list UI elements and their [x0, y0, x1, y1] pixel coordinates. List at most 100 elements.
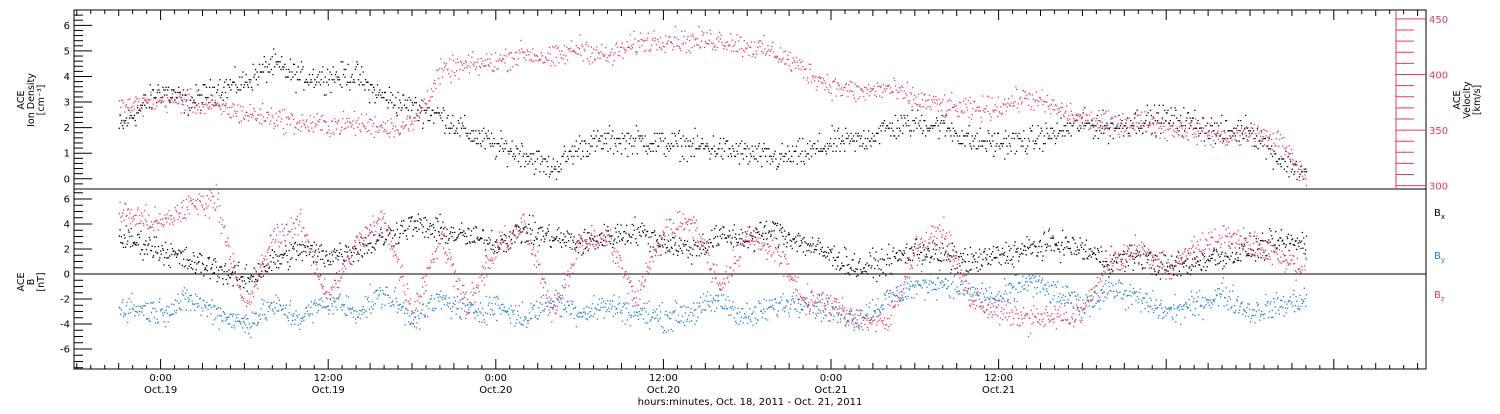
- velocity-point: [172, 93, 173, 94]
- density-point: [649, 143, 650, 144]
- field-point-y: [207, 316, 208, 317]
- velocity-point: [1153, 124, 1154, 125]
- density-point: [946, 115, 947, 116]
- field-point-x: [543, 236, 544, 237]
- velocity-point: [588, 46, 589, 47]
- field-point-y: [154, 308, 155, 309]
- density-point: [885, 128, 886, 129]
- field-point-x: [238, 262, 239, 263]
- density-point: [1235, 135, 1236, 136]
- field-point-y: [126, 305, 127, 306]
- density-point: [908, 120, 909, 121]
- density-point: [419, 105, 420, 106]
- field-point-x: [1017, 251, 1018, 252]
- field-point-x: [291, 257, 292, 258]
- density-point: [368, 89, 369, 90]
- field-point-x: [714, 228, 715, 229]
- field-point-x: [417, 220, 418, 221]
- field-point-x: [619, 240, 620, 241]
- field-point-x: [812, 237, 813, 238]
- velocity-point: [987, 95, 988, 96]
- velocity-point: [418, 116, 419, 117]
- velocity-point: [646, 40, 647, 41]
- density-point: [245, 82, 246, 83]
- velocity-point: [200, 113, 201, 114]
- density-point: [600, 135, 601, 136]
- field-point-x: [495, 241, 496, 242]
- velocity-point: [548, 60, 549, 61]
- velocity-point: [1048, 108, 1049, 109]
- velocity-point: [403, 128, 404, 129]
- field-point-x: [408, 217, 409, 218]
- density-point: [1166, 112, 1167, 113]
- density-point: [1212, 125, 1213, 126]
- velocity-point: [1222, 142, 1223, 143]
- velocity-point: [949, 109, 950, 110]
- field-point-x: [293, 248, 294, 249]
- velocity-point: [763, 52, 764, 53]
- velocity-point: [1293, 165, 1294, 166]
- velocity-point: [697, 38, 698, 39]
- velocity-point: [293, 119, 294, 120]
- density-point: [1305, 169, 1306, 170]
- density-point: [446, 128, 447, 129]
- velocity-point: [375, 116, 376, 117]
- field-point-x: [189, 266, 190, 267]
- field-point-x: [1250, 248, 1251, 249]
- field-point-x: [1064, 247, 1065, 248]
- field-point-x: [284, 253, 285, 254]
- field-point-x: [791, 241, 792, 242]
- velocity-point: [1212, 147, 1213, 148]
- field-point-x: [151, 250, 152, 251]
- density-point: [633, 138, 634, 139]
- density-point: [520, 166, 521, 167]
- field-point-x: [409, 217, 410, 218]
- density-point: [749, 161, 750, 162]
- field-point-x: [587, 232, 588, 233]
- field-point-x: [855, 268, 856, 269]
- density-point: [1216, 123, 1217, 124]
- field-point-x: [1024, 246, 1025, 247]
- density-point: [671, 143, 672, 144]
- field-point-x: [126, 244, 127, 245]
- density-point: [1235, 128, 1236, 129]
- velocity-point: [1262, 138, 1263, 139]
- field-point-x: [166, 252, 167, 253]
- density-point: [409, 117, 410, 118]
- field-point-x: [370, 232, 371, 233]
- velocity-point: [158, 101, 159, 102]
- field-point-x: [808, 250, 809, 251]
- density-point: [413, 105, 414, 106]
- field-point-x: [569, 234, 570, 235]
- field-point-x: [1188, 268, 1189, 269]
- field-point-x: [427, 228, 428, 229]
- velocity-point: [306, 119, 307, 120]
- field-point-y: [189, 299, 190, 300]
- field-point-x: [277, 255, 278, 256]
- velocity-point: [428, 107, 429, 108]
- density-point: [604, 133, 605, 134]
- field-point-x: [297, 244, 298, 245]
- field-point-x: [940, 252, 941, 253]
- velocity-point: [365, 128, 366, 129]
- field-point-x: [600, 242, 601, 243]
- velocity-point: [181, 104, 182, 105]
- velocity-point: [317, 113, 318, 114]
- velocity-point: [621, 47, 622, 48]
- velocity-point: [824, 89, 825, 90]
- field-point-x: [539, 245, 540, 246]
- field-point-x: [570, 237, 571, 238]
- velocity-point: [885, 90, 886, 91]
- density-point: [322, 66, 323, 67]
- density-point: [610, 148, 611, 149]
- field-point-x: [1209, 260, 1210, 261]
- density-point: [606, 143, 607, 144]
- velocity-point: [1087, 120, 1088, 121]
- velocity-point: [1050, 113, 1051, 114]
- density-point: [680, 138, 681, 139]
- velocity-point: [416, 113, 417, 114]
- velocity-point: [209, 106, 210, 107]
- field-point-x: [486, 255, 487, 256]
- field-point-x: [373, 235, 374, 236]
- velocity-point: [445, 65, 446, 66]
